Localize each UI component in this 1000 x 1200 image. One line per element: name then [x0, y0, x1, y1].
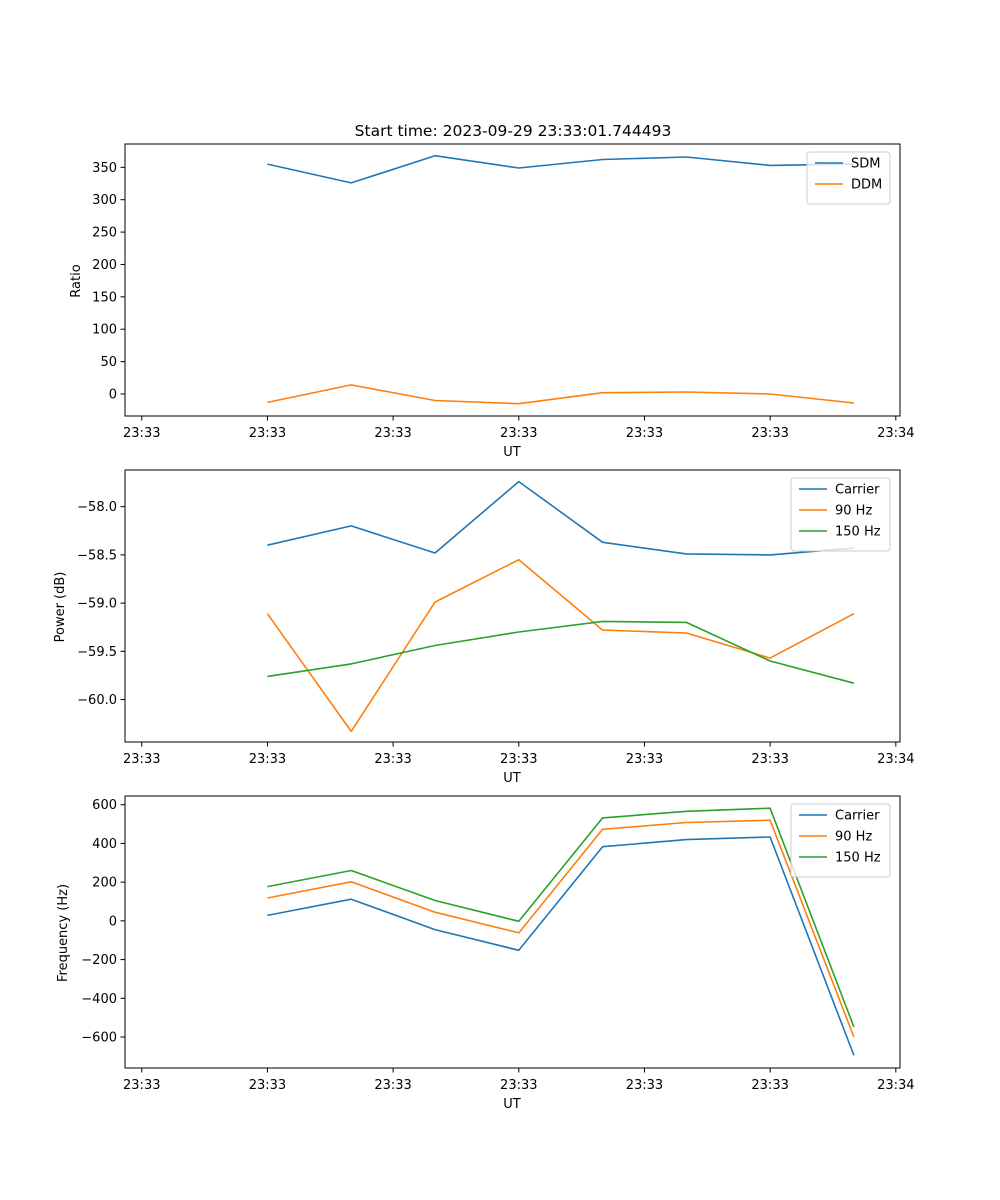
x-tick-label: 23:33	[374, 752, 411, 767]
x-tick-label: 23:33	[626, 1078, 663, 1093]
legend-label: DDM	[851, 178, 882, 193]
x-tick-label: 23:33	[751, 752, 788, 767]
y-tick-label: 250	[92, 226, 117, 241]
y-tick-label: −600	[81, 1031, 117, 1046]
y-tick-label: 0	[109, 387, 117, 402]
legend-label: 90 Hz	[835, 504, 872, 519]
y-tick-label: −400	[81, 992, 117, 1007]
y-tick-label: −58.5	[77, 548, 117, 563]
y-tick-label: −59.5	[77, 645, 117, 660]
series-line-150-hz	[267, 620, 855, 684]
x-tick-label: 23:33	[626, 752, 663, 767]
frequency-panel: UT Frequency (Hz) 23:33 23:33 23:33 23:33 23…	[56, 795, 915, 1112]
x-tick-label: 23:33	[626, 426, 663, 441]
legend-label: 150 Hz	[835, 525, 881, 540]
y-tick-label: 150	[92, 290, 117, 305]
legend-label: Carrier	[835, 483, 880, 498]
series-line-ddm	[267, 384, 854, 405]
x-tick-label: 23:34	[877, 1078, 914, 1093]
y-tick-label: 400	[92, 837, 117, 852]
x-tick-label: 23:33	[500, 426, 537, 441]
x-axis-label: UT	[503, 771, 521, 786]
x-tick-label: 23:33	[751, 426, 788, 441]
y-tick-label: 200	[92, 876, 117, 891]
series-line-150-hz	[267, 807, 855, 1028]
x-tick-label: 23:33	[374, 1078, 411, 1093]
legend-label: 90 Hz	[835, 830, 872, 845]
legend-label: Carrier	[835, 809, 880, 824]
chart-title: Start time: 2023-09-29 23:33:01.744493	[355, 122, 672, 140]
y-tick-label: 200	[92, 258, 117, 273]
x-tick-label: 23:33	[500, 1078, 537, 1093]
y-tick-label: 0	[109, 914, 117, 929]
y-axis-label: Power (dB)	[53, 572, 68, 643]
series-line-carrier	[267, 480, 854, 556]
x-tick-label: 23:33	[500, 752, 537, 767]
x-tick-label: 23:34	[877, 752, 914, 767]
legend-box	[790, 803, 891, 878]
series-line-carrier	[267, 836, 855, 1056]
x-tick-label: 23:33	[249, 1078, 286, 1093]
plot-frame	[124, 795, 901, 1069]
x-tick-label: 23:33	[249, 752, 286, 767]
y-tick-label: 50	[100, 355, 117, 370]
y-tick-label: −60.0	[77, 693, 117, 708]
plot-frame	[124, 469, 901, 743]
y-tick-label: 300	[92, 193, 117, 208]
y-tick-label: −59.0	[77, 597, 117, 612]
x-tick-label: 23:33	[374, 426, 411, 441]
y-tick-label: 350	[92, 161, 117, 176]
y-tick-label: 600	[92, 798, 117, 813]
series-line-sdm	[267, 154, 854, 184]
x-tick-label: 23:34	[877, 426, 914, 441]
legend-label: 150 Hz	[835, 851, 881, 866]
legend-box	[806, 151, 891, 205]
y-tick-label: −58.0	[77, 500, 117, 515]
y-tick-label: 100	[92, 323, 117, 338]
x-tick-label: 23:33	[123, 1078, 160, 1093]
x-axis-label: UT	[503, 1097, 521, 1112]
ratio-panel: Start time: 2023-09-29 23:33:01.744493 U…	[69, 122, 915, 460]
legend-box	[790, 477, 891, 552]
x-tick-label: 23:33	[249, 426, 286, 441]
series-line-90-hz	[267, 819, 855, 1038]
y-axis-label: Ratio	[69, 264, 84, 297]
plot-frame	[124, 143, 901, 417]
x-tick-label: 23:33	[123, 752, 160, 767]
power-panel: UT Power (dB) 23:33 23:33 23:33 23:33 23:33 2…	[53, 469, 915, 786]
y-axis-label: Frequency (Hz)	[56, 884, 71, 982]
legend-label: SDM	[851, 157, 880, 172]
x-tick-label: 23:33	[751, 1078, 788, 1093]
x-tick-label: 23:33	[123, 426, 160, 441]
x-axis-label: UT	[503, 445, 521, 460]
y-tick-label: −200	[81, 953, 117, 968]
